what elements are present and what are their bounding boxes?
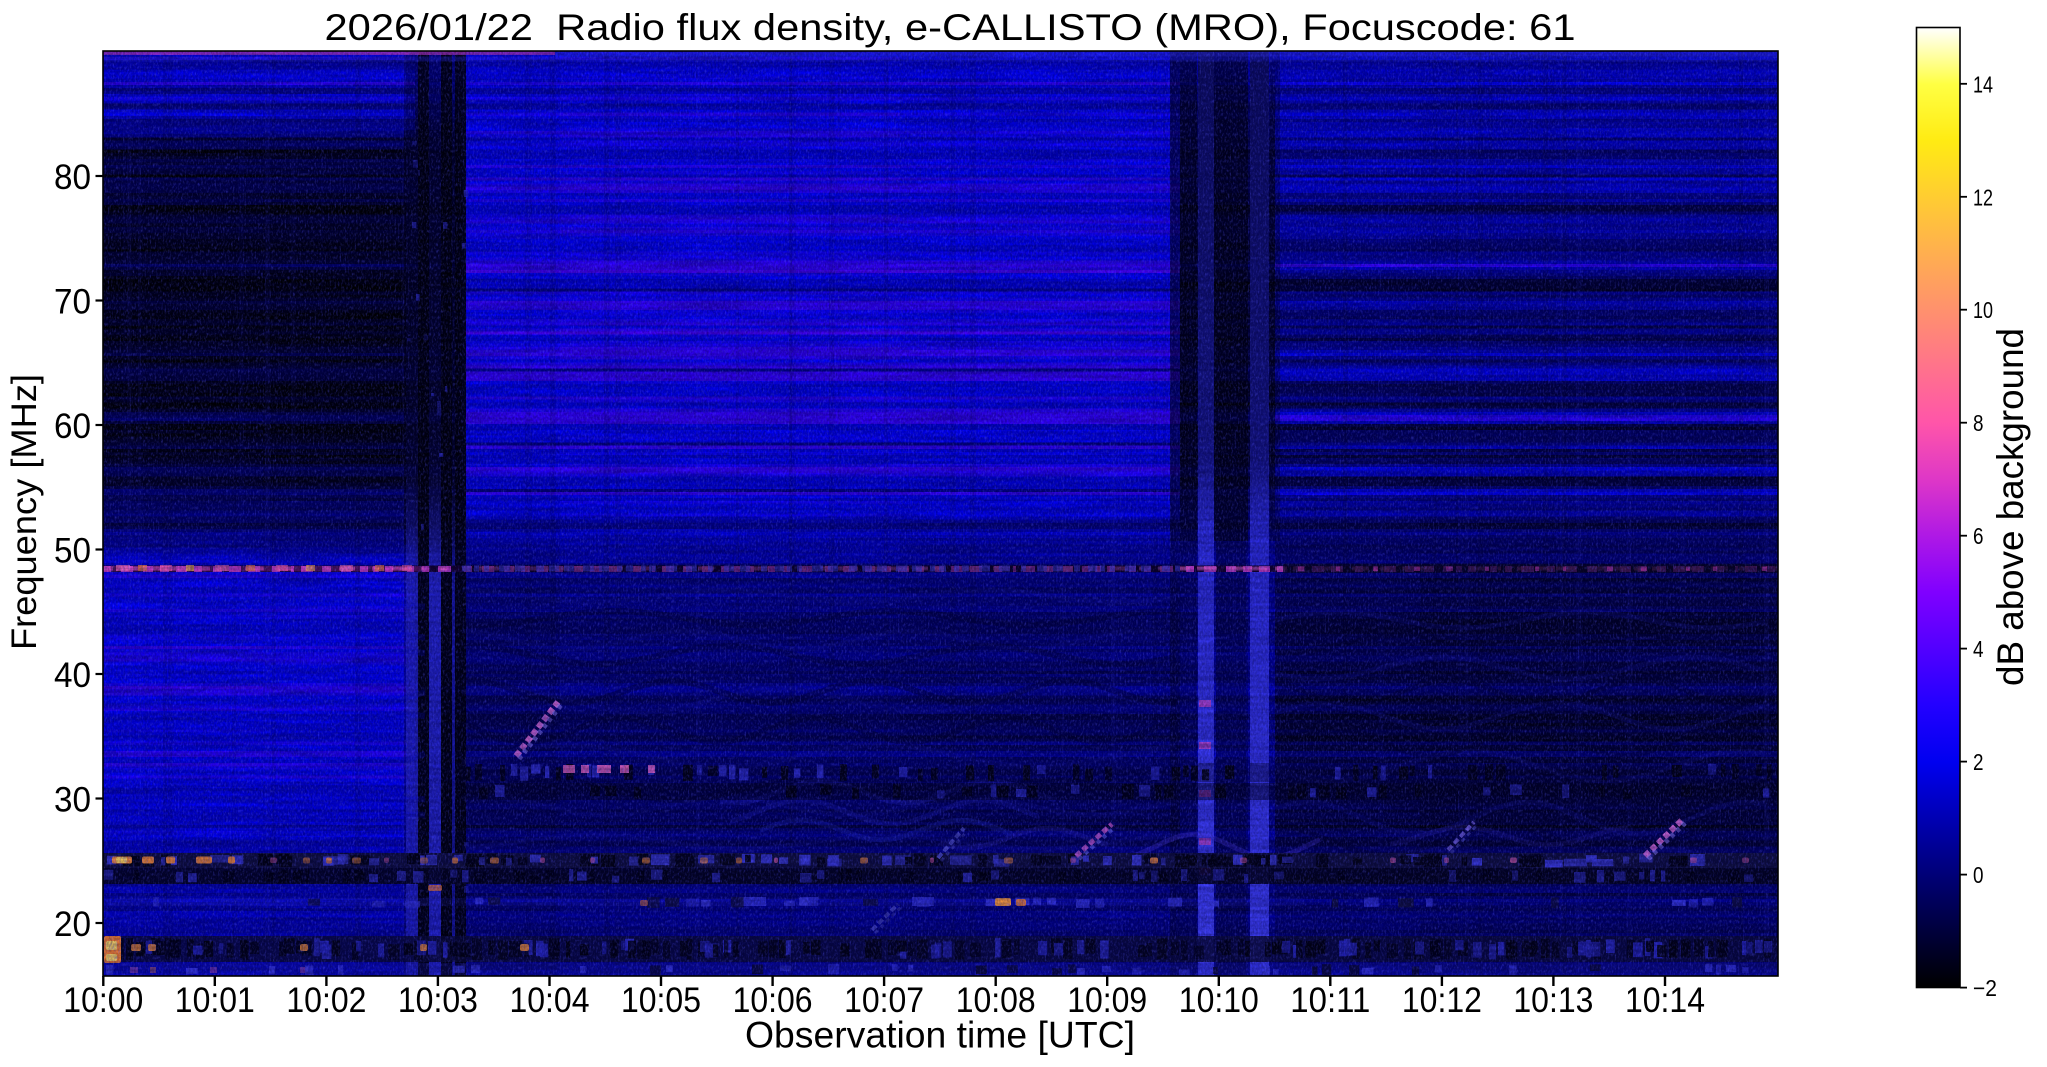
svg-text:50: 50 bbox=[54, 532, 91, 571]
svg-text:10:02: 10:02 bbox=[286, 981, 366, 1020]
svg-text:60: 60 bbox=[54, 407, 91, 446]
svg-text:14: 14 bbox=[1973, 71, 1993, 97]
svg-text:10:03: 10:03 bbox=[398, 981, 478, 1020]
svg-text:10: 10 bbox=[1973, 297, 1993, 323]
svg-text:80: 80 bbox=[54, 158, 91, 197]
svg-text:Observation time [UTC]: Observation time [UTC] bbox=[745, 1015, 1135, 1056]
svg-text:10:10: 10:10 bbox=[1179, 981, 1259, 1020]
svg-text:dB above background: dB above background bbox=[1990, 328, 2031, 686]
svg-text:10:07: 10:07 bbox=[844, 981, 924, 1020]
svg-text:10:12: 10:12 bbox=[1402, 981, 1482, 1020]
svg-text:10:14: 10:14 bbox=[1625, 981, 1705, 1020]
svg-text:10:04: 10:04 bbox=[510, 981, 590, 1020]
svg-text:2: 2 bbox=[1973, 749, 1984, 775]
svg-text:−2: −2 bbox=[1973, 975, 1997, 1001]
svg-text:8: 8 bbox=[1973, 410, 1984, 436]
svg-text:10:00: 10:00 bbox=[63, 981, 143, 1020]
svg-text:12: 12 bbox=[1973, 184, 1993, 210]
svg-text:10:13: 10:13 bbox=[1513, 981, 1593, 1020]
svg-text:0: 0 bbox=[1973, 862, 1984, 888]
svg-text:4: 4 bbox=[1973, 636, 1984, 662]
svg-text:70: 70 bbox=[54, 283, 91, 322]
svg-text:6: 6 bbox=[1973, 523, 1984, 549]
svg-text:20: 20 bbox=[54, 905, 91, 944]
svg-text:Frequency [MHz]: Frequency [MHz] bbox=[5, 374, 44, 650]
svg-text:10:01: 10:01 bbox=[175, 981, 255, 1020]
svg-text:10:06: 10:06 bbox=[733, 981, 813, 1020]
svg-text:10:11: 10:11 bbox=[1290, 981, 1370, 1020]
svg-text:10:05: 10:05 bbox=[621, 981, 701, 1020]
svg-text:30: 30 bbox=[54, 781, 91, 820]
svg-text:10:09: 10:09 bbox=[1067, 981, 1147, 1020]
svg-text:40: 40 bbox=[54, 656, 91, 695]
svg-text:10:08: 10:08 bbox=[956, 981, 1036, 1020]
svg-text:2026/01/22 Radio flux density: 2026/01/22 Radio flux density, e-CALLIST… bbox=[325, 7, 1576, 48]
